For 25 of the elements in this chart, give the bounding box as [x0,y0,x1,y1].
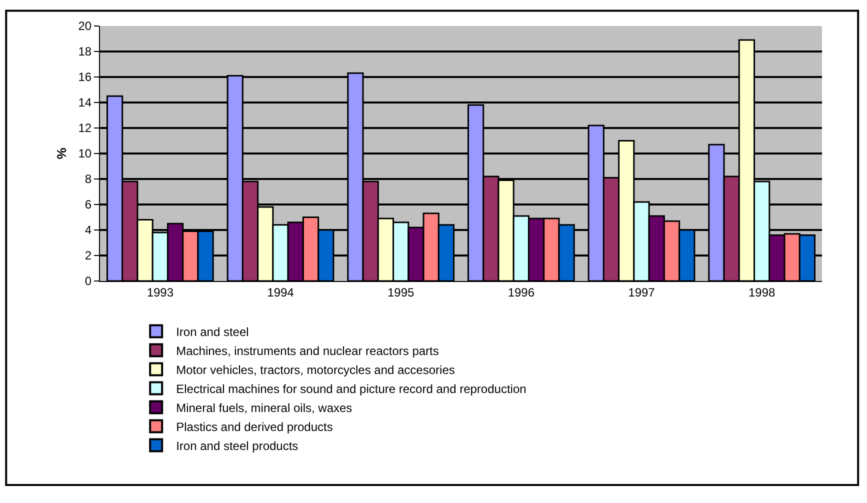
legend-label: Iron and steel [176,324,249,339]
y-tick-label: 20 [78,19,92,34]
y-tick-label: 16 [78,70,92,84]
y-axis-title: % [54,147,70,160]
x-tick-label: 1996 [508,285,535,300]
legend-label: Mineral fuels, mineral oils, waxes [176,400,352,415]
x-tick-label: 1997 [628,285,656,300]
x-tick-label: 1995 [387,285,414,300]
y-tick-label: 2 [84,248,92,263]
legend-label: Motor vehicles, tractors, motorcycles and accesories [176,362,455,377]
y-tick-label: 10 [78,146,92,161]
y-tick-label: 0 [84,274,92,288]
x-tick-label: 1998 [748,285,776,300]
y-tick-label: 18 [78,44,92,59]
legend-label: Iron and steel products [176,438,298,453]
y-tick-label: 8 [84,172,92,186]
y-tick-label: 14 [78,96,92,110]
legend-label: Machines, instruments and nuclear reactors parts [176,344,439,358]
x-tick-label: 1994 [267,285,294,300]
legend-label: Electrical machines for sound and picture record and reproduction [176,382,526,396]
y-tick-label: 12 [78,121,92,136]
x-tick-label: 1993 [146,285,174,300]
y-tick-label: 4 [84,223,92,238]
legend-label: Plastics and derived products [176,420,333,434]
y-tick-label: 6 [84,198,92,212]
